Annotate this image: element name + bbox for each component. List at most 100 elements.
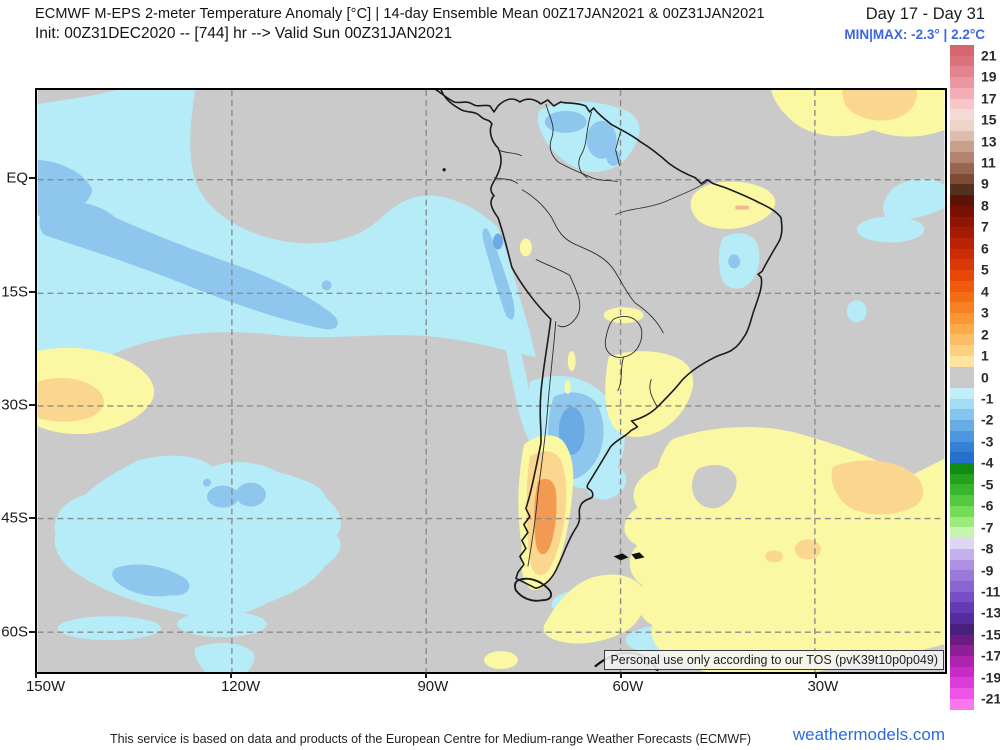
colorbar-segment bbox=[950, 248, 974, 260]
temperature-colorbar bbox=[950, 45, 974, 710]
colorbar-label--6: -6 bbox=[981, 497, 994, 514]
colorbar-segment bbox=[950, 613, 974, 624]
colorbar-segment bbox=[950, 602, 974, 614]
colorbar-segment bbox=[950, 55, 974, 67]
colorbar-segment bbox=[950, 216, 974, 228]
colorbar-label--3: -3 bbox=[981, 433, 994, 450]
lon-label-60w: 60W bbox=[612, 678, 644, 695]
lon-tick bbox=[425, 672, 427, 678]
lon-label-150w: 150W bbox=[25, 678, 66, 695]
map-canvas bbox=[35, 88, 947, 674]
lon-tick bbox=[230, 672, 232, 678]
lon-label-30w: 30W bbox=[807, 678, 839, 695]
lat-tick bbox=[29, 517, 35, 519]
colorbar-label--19: -19 bbox=[981, 669, 1000, 686]
colorbar-label-2: 2 bbox=[981, 326, 989, 343]
colorbar-segment bbox=[950, 270, 974, 281]
colorbar-segment bbox=[950, 141, 974, 153]
colorbar-segment bbox=[950, 87, 974, 99]
colorbar-segment bbox=[950, 280, 974, 292]
colorbar-label-0: 0 bbox=[981, 369, 989, 386]
colorbar-segment bbox=[950, 323, 974, 335]
colorbar-label-15: 15 bbox=[981, 111, 997, 128]
colorbar-segment bbox=[950, 688, 974, 699]
colorbar-label-11: 11 bbox=[981, 154, 996, 171]
colorbar-segment bbox=[950, 302, 974, 313]
lat-label-15s: 15S bbox=[1, 283, 28, 301]
colorbar-label-17: 17 bbox=[981, 90, 997, 107]
colorbar-segment bbox=[950, 77, 974, 88]
lat-label-45s: 45S bbox=[1, 509, 28, 527]
colorbar-label-9: 9 bbox=[981, 176, 989, 193]
lat-label-30s: 30S bbox=[1, 396, 28, 414]
colorbar-label--15: -15 bbox=[981, 626, 1000, 643]
init-valid-line: Init: 00Z31DEC2020 -- [744] hr --> Valid… bbox=[35, 25, 453, 42]
colorbar-segment bbox=[950, 237, 974, 249]
colorbar-segment bbox=[950, 516, 974, 528]
colorbar-segment bbox=[950, 388, 974, 399]
colorbar-segment bbox=[950, 184, 974, 196]
colorbar-label--8: -8 bbox=[981, 540, 994, 557]
colorbar-segment bbox=[950, 45, 974, 56]
country-borders bbox=[493, 103, 664, 567]
lat-label-eq: EQ bbox=[6, 169, 28, 187]
colorbar-label-3: 3 bbox=[981, 304, 989, 321]
colorbar-label--4: -4 bbox=[981, 454, 994, 471]
colorbar-segment bbox=[950, 173, 974, 185]
colorbar-segment bbox=[950, 409, 974, 421]
page-title: ECMWF M-EPS 2-meter Temperature Anomaly … bbox=[35, 6, 765, 22]
colorbar-segment bbox=[950, 398, 974, 410]
colorbar-segment bbox=[950, 377, 974, 388]
colorbar-segment bbox=[950, 355, 974, 367]
colorbar-segment bbox=[950, 227, 974, 238]
colorbar-label-1: 1 bbox=[981, 347, 989, 364]
lat-tick bbox=[29, 291, 35, 293]
colorbar-segment bbox=[950, 291, 974, 303]
colorbar-segment bbox=[950, 205, 974, 217]
minmax-label: MIN|MAX: -2.3° | 2.2°C bbox=[844, 27, 985, 42]
colorbar-segment bbox=[950, 634, 974, 646]
colorbar-segment bbox=[950, 505, 974, 517]
colorbar-segment bbox=[950, 645, 974, 656]
lon-tick bbox=[815, 672, 817, 678]
colorbar-label--13: -13 bbox=[981, 605, 1000, 622]
lat-tick bbox=[29, 631, 35, 633]
colorbar-label--1: -1 bbox=[981, 390, 994, 407]
colorbar-segment bbox=[950, 591, 974, 603]
lat-tick bbox=[29, 177, 35, 179]
colorbar-segment bbox=[950, 495, 974, 506]
lon-label-90w: 90W bbox=[417, 678, 449, 695]
colorbar-segment bbox=[950, 666, 974, 678]
colorbar-segment bbox=[950, 366, 974, 378]
colorbar-label--5: -5 bbox=[981, 476, 994, 493]
colorbar-segment bbox=[950, 570, 974, 581]
colorbar-segment bbox=[950, 420, 974, 431]
colorbar-segment bbox=[950, 152, 974, 163]
anomaly-negative-patches bbox=[37, 90, 945, 672]
colorbar-label--7: -7 bbox=[981, 519, 994, 536]
colorbar-segment bbox=[950, 441, 974, 453]
colorbar-segment bbox=[950, 538, 974, 549]
colorbar-segment bbox=[950, 334, 974, 346]
colorbar-segment bbox=[950, 677, 974, 689]
colorbar-label-5: 5 bbox=[981, 261, 989, 278]
brand-link[interactable]: weathermodels.com bbox=[792, 725, 945, 744]
colorbar-segment bbox=[950, 473, 974, 485]
colorbar-label--17: -17 bbox=[981, 648, 1000, 665]
colorbar-segment bbox=[950, 559, 974, 571]
colorbar-segment bbox=[950, 463, 974, 474]
ecmwf-credit: This service is based on data and produc… bbox=[110, 732, 752, 746]
colorbar-label-13: 13 bbox=[981, 133, 997, 150]
colorbar-segment bbox=[950, 527, 974, 539]
colorbar-segment bbox=[950, 162, 974, 174]
colorbar-segment bbox=[950, 312, 974, 324]
lon-tick bbox=[620, 672, 622, 678]
colorbar-label--9: -9 bbox=[981, 562, 994, 579]
colorbar-segment bbox=[950, 130, 974, 142]
colorbar-segment bbox=[950, 698, 974, 710]
colorbar-segment bbox=[950, 548, 974, 560]
colorbar-segment bbox=[950, 259, 974, 271]
colorbar-segment bbox=[950, 195, 974, 206]
colorbar-label--11: -11 bbox=[981, 583, 1000, 600]
